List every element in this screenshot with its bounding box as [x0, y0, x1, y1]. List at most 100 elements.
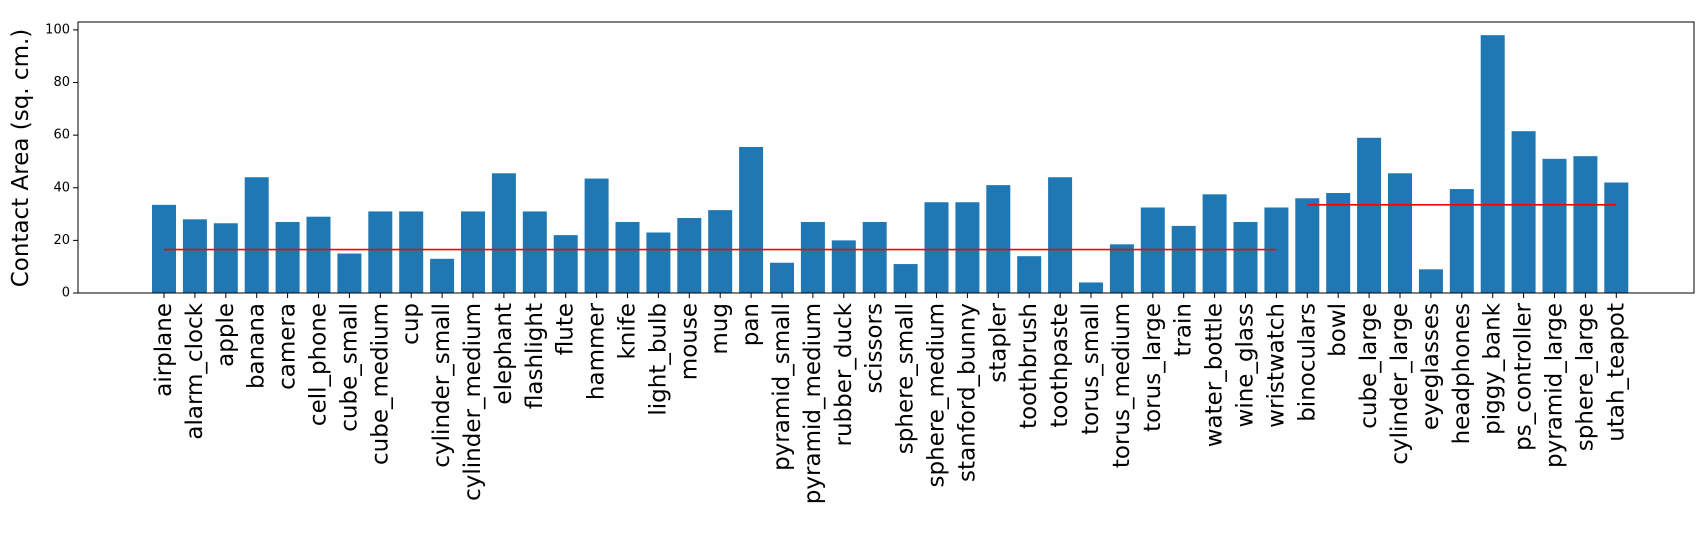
- x-tick-label: cup: [398, 303, 424, 345]
- x-tick-label: cube_medium: [367, 303, 393, 465]
- x-tick-label: elephant: [491, 303, 517, 405]
- x-tick-label: piggy_bank: [1480, 302, 1506, 435]
- bar-rubber-duck: [831, 240, 856, 293]
- x-tick-label: water_bottle: [1202, 303, 1228, 447]
- x-tick-label: cylinder_large: [1387, 303, 1413, 465]
- bar-alarm-clock: [182, 219, 207, 293]
- x-tick-label: toothbrush: [1016, 303, 1042, 429]
- bar-binoculars: [1295, 198, 1320, 293]
- bar-banana: [244, 177, 269, 293]
- x-tick-label: binoculars: [1294, 303, 1320, 422]
- bar-toothbrush: [1017, 256, 1042, 293]
- x-tick-label: toothpaste: [1047, 303, 1073, 428]
- x-tick-label: pyramid_large: [1542, 303, 1568, 468]
- bar-cube-small: [337, 253, 362, 293]
- y-axis: 0 20 40 60 80 100: [45, 22, 78, 301]
- x-tick-label: knife: [615, 303, 641, 360]
- x-tick-label: mouse: [676, 303, 702, 380]
- bar-stanford-bunny: [955, 202, 980, 293]
- bar-cylinder-small: [430, 258, 455, 293]
- x-tick-label: flashlight: [522, 303, 548, 409]
- x-tick-label: stapler: [985, 302, 1011, 382]
- x-tick-label: sphere_large: [1572, 303, 1598, 451]
- x-tick-label: utah_teapot: [1603, 303, 1629, 442]
- bar-pyramid-medium: [800, 221, 825, 293]
- x-tick-label: light_bulb: [645, 303, 671, 416]
- bar-cube-medium: [368, 211, 393, 293]
- bar-scissors: [862, 221, 887, 293]
- x-axis: airplane alarm_clock apple banana camera cell…: [151, 293, 1629, 504]
- x-tick-label: flute: [553, 303, 579, 355]
- y-tick-label: 0: [62, 286, 70, 301]
- y-tick-label: 20: [53, 233, 70, 248]
- bar-sphere-medium: [924, 202, 949, 293]
- bar-torus-small: [1079, 282, 1103, 293]
- bar-train: [1171, 225, 1196, 293]
- y-tick-label: 100: [45, 22, 70, 37]
- bar-stapler: [986, 185, 1011, 293]
- x-tick-label: cylinder_medium: [460, 303, 486, 501]
- mean-lines-group: [164, 204, 1617, 251]
- x-tick-label: scissors: [862, 303, 888, 394]
- bar-utah-teapot: [1604, 182, 1629, 293]
- x-tick-label: bowl: [1325, 303, 1351, 357]
- x-tick-label: wristwatch: [1263, 303, 1289, 428]
- bar-cube-large: [1357, 137, 1382, 293]
- bar-eyeglasses: [1418, 269, 1443, 293]
- bar-headphones: [1449, 189, 1474, 293]
- x-tick-label: wine_glass: [1233, 303, 1259, 427]
- x-tick-label: torus_large: [1140, 303, 1166, 432]
- bar-elephant: [491, 173, 516, 293]
- x-tick-label: apple: [213, 303, 239, 367]
- x-tick-label: sphere_medium: [924, 303, 950, 487]
- bar-sphere-small: [893, 264, 918, 293]
- bar-wine-glass: [1233, 221, 1258, 293]
- bar-mug: [708, 210, 733, 293]
- bars-group: [152, 35, 1629, 293]
- bar-flashlight: [522, 211, 547, 293]
- bar-pan: [739, 146, 764, 293]
- bar-cell-phone: [306, 216, 331, 293]
- bar-light-bulb: [646, 232, 671, 293]
- x-tick-label: cylinder_small: [429, 303, 455, 468]
- x-tick-label: headphones: [1449, 303, 1475, 444]
- bar-sphere-large: [1573, 156, 1598, 293]
- y-tick-label: 60: [53, 128, 70, 143]
- x-tick-label: cube_small: [336, 303, 362, 432]
- x-tick-label: banana: [244, 303, 270, 389]
- bar-water-bottle: [1202, 194, 1227, 293]
- x-tick-label: alarm_clock: [182, 302, 208, 439]
- bar-toothpaste: [1048, 177, 1073, 293]
- bar-knife: [615, 221, 640, 293]
- x-tick-label: pan: [738, 303, 764, 346]
- y-tick-label: 80: [53, 75, 70, 90]
- x-tick-label: sphere_small: [893, 303, 919, 454]
- bar-camera: [275, 221, 300, 293]
- y-axis-label: Contact Area (sq. cm.): [8, 29, 34, 288]
- x-tick-label: rubber_duck: [831, 302, 857, 446]
- plot-frame: [77, 21, 1695, 294]
- bar-cup: [399, 211, 424, 293]
- x-tick-label: train: [1171, 303, 1197, 357]
- bar-pyramid-small: [770, 262, 794, 293]
- x-tick-label: mug: [707, 303, 733, 355]
- bar-flute: [553, 235, 578, 293]
- x-tick-label: eyeglasses: [1418, 303, 1444, 430]
- bar-cylinder-large: [1388, 173, 1412, 293]
- bar-mouse: [677, 218, 702, 293]
- bar-apple: [213, 223, 238, 293]
- x-tick-label: stanford_bunny: [954, 303, 980, 482]
- x-tick-label: pyramid_medium: [800, 303, 826, 504]
- x-tick-label: torus_small: [1078, 303, 1104, 435]
- x-tick-label: torus_medium: [1109, 303, 1135, 468]
- x-tick-label: pyramid_small: [769, 303, 795, 471]
- bar-hammer: [584, 178, 609, 293]
- x-tick-label: camera: [275, 303, 301, 390]
- bar-ps-controller: [1511, 131, 1536, 293]
- bar-piggy-bank: [1480, 35, 1505, 293]
- bar-pyramid-large: [1542, 158, 1567, 293]
- x-tick-label: cube_large: [1356, 303, 1382, 429]
- y-tick-label: 40: [53, 180, 70, 195]
- bar-bowl: [1326, 193, 1351, 293]
